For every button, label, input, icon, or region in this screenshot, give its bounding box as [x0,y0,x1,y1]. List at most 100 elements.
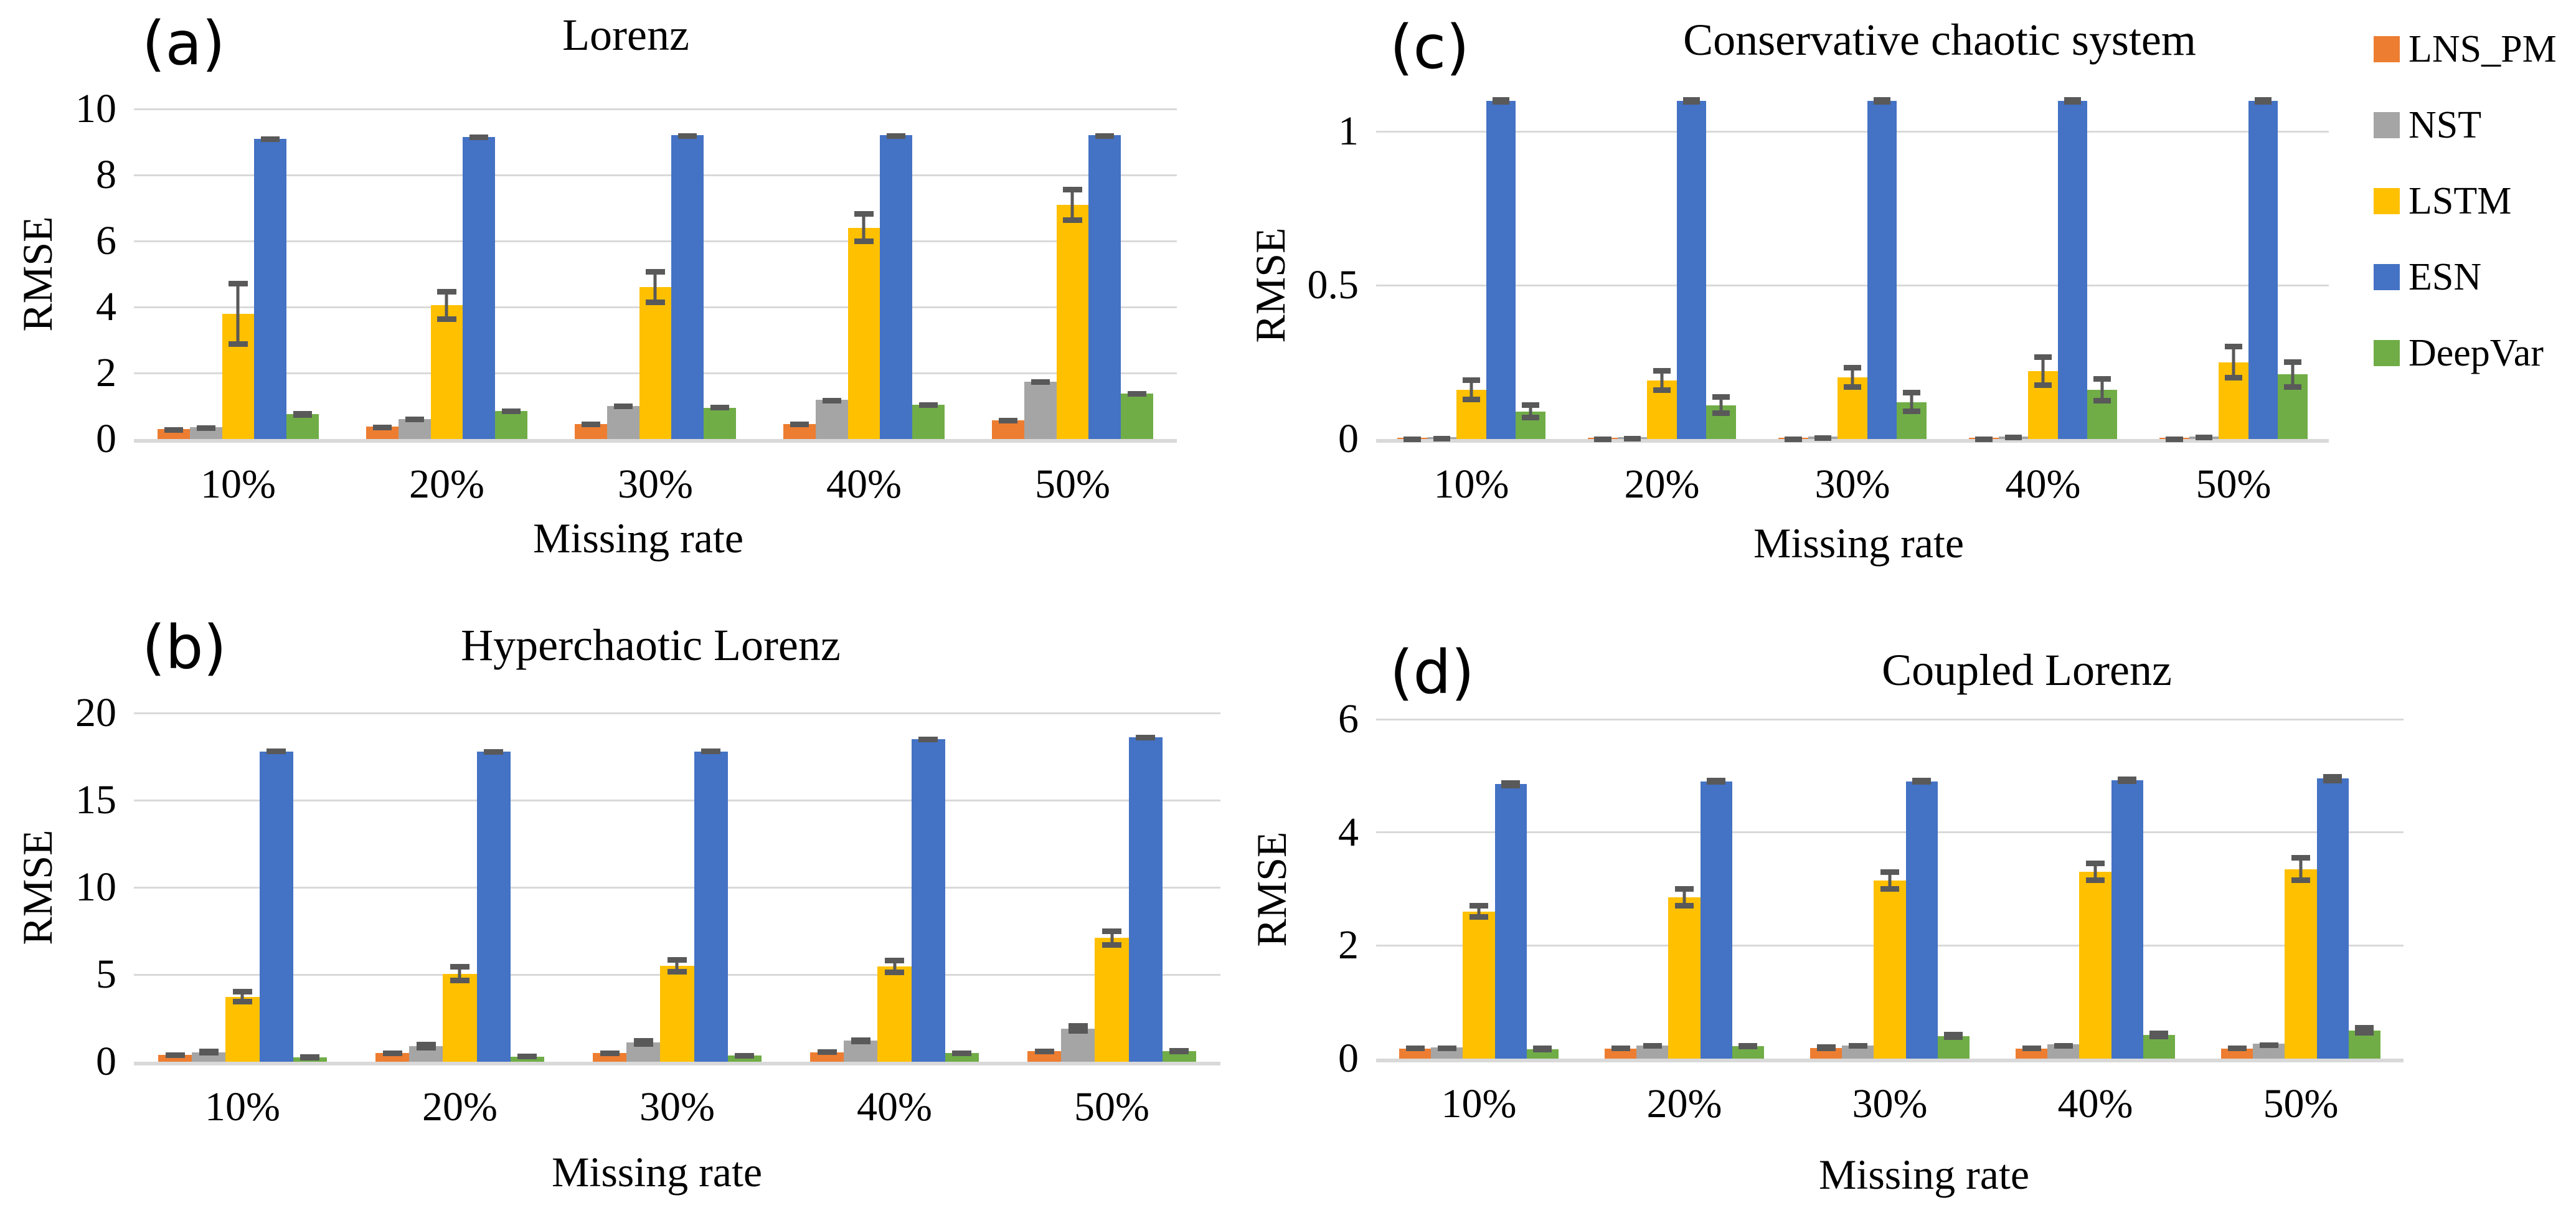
error-bar-cap-bottom [1623,435,1641,442]
x-tick-label-40%: 40% [857,1084,932,1130]
error-bar-NST-30% [613,404,633,410]
error-bar-stem [675,957,679,975]
error-bar-cap-bottom [1438,1046,1456,1052]
error-bar-LNS_PM-20% [1594,437,1611,443]
bar-LSTM-20% [430,305,463,439]
error-bar-stem [1719,394,1723,416]
error-bar-LNS_PM-20% [382,1050,402,1056]
error-bar-NST-50% [1068,1023,1088,1034]
bar-LSTM-30% [639,287,672,439]
error-bar-cap-bottom [2227,1046,2247,1052]
error-bar-LNS_PM-30% [581,422,600,428]
error-bar-cap-bottom [261,136,280,142]
error-bar-LSTM-10% [1470,903,1488,920]
error-bar-ESN-20% [483,749,504,755]
y-tick-label-8: 8 [96,152,116,197]
gridline-y-8 [134,174,1177,176]
error-bar-cap-bottom [1712,410,1730,416]
error-bar-cap-bottom [1404,437,1421,443]
bar-NST-40% [815,399,848,439]
x-tick-label-10%: 10% [1433,461,1509,507]
x-tick-label-20%: 20% [409,461,484,507]
error-bar-LSTM-20% [450,964,470,983]
error-bar-LSTM-50% [1063,186,1082,223]
error-bar-stem [240,989,244,1005]
y-tick-label-6: 6 [1338,696,1359,742]
bar-ESN-30% [1905,781,1938,1059]
error-bar-ESN-10% [266,748,286,755]
bar-ESN-40% [911,739,945,1062]
error-bar-ESN-10% [261,136,280,142]
legend-label-LNS_PM: LNS_PM [2409,28,2557,70]
error-bar-LSTM-50% [1102,928,1122,948]
error-bar-cap-bottom [2166,436,2183,442]
error-bar-ESN-40% [2064,97,2082,105]
gridline-y-20 [134,712,1220,714]
x-tick-label-50%: 50% [1074,1084,1149,1130]
bar-ESN-40% [2057,100,2088,439]
x-tick-label-10%: 10% [205,1084,280,1130]
error-bar-cap-bottom [1034,1049,1054,1054]
error-bar-cap-top [1903,389,1920,395]
error-bar-cap-bottom [1707,779,1725,785]
error-bar-cap-bottom [2254,98,2272,105]
x-tick-label-50%: 50% [2196,461,2272,507]
error-bar-LSTM-20% [1675,885,1694,909]
error-bar-cap-top [884,958,905,964]
error-bar-stem [445,288,448,322]
legend-item-NST: NST [2374,106,2557,144]
error-bar-LNS_PM-50% [998,418,1017,424]
error-bar-cap-top [437,288,456,295]
bar-LSTM-20% [1668,897,1701,1059]
bar-ESN-30% [694,751,728,1062]
legend-swatch-NST [2374,112,2400,138]
error-bar-cap-bottom [918,736,938,742]
error-bar-cap-top [229,280,248,286]
error-bar-cap-bottom [1031,379,1050,385]
error-bar-DeepVar-10% [293,410,313,418]
bar-NST-40% [844,1041,878,1062]
y-tick-label-10: 10 [75,86,116,131]
error-bar-LSTM-40% [884,958,905,976]
y-tick-label-4: 4 [96,284,116,329]
panel-label-a: (a) [142,9,225,78]
y-tick-label-5: 5 [96,951,116,997]
error-bar-cap-bottom [613,404,633,410]
error-bar-NST-40% [2004,435,2022,441]
error-bar-cap-top [2225,343,2242,349]
error-bar-cap-bottom [646,300,665,306]
error-bar-stem [1682,885,1686,909]
error-bar-cap-bottom [1975,436,1993,442]
bar-NST-30% [606,406,639,439]
legend-item-DeepVar: DeepVar [2374,334,2557,372]
error-bar-cap-bottom [2195,435,2213,441]
error-bar-stem [1660,368,1664,393]
error-bar-cap-bottom [1095,133,1115,139]
bar-LSTM-30% [1874,880,1906,1059]
bar-DeepVar-10% [286,414,319,439]
bar-LNS_PM-10% [158,1054,192,1062]
error-bar-LNS_PM-50% [2227,1046,2247,1052]
error-bar-DeepVar-20% [517,1054,537,1060]
error-bar-LNS_PM-40% [2022,1046,2041,1052]
error-bar-ESN-30% [1873,97,1891,105]
x-tick-label-40%: 40% [2005,461,2081,507]
x-axis-title-a: Missing rate [532,514,744,562]
y-axis-title-b: RMSE [14,829,61,945]
bar-ESN-20% [1676,100,1707,439]
x-tick-label-10%: 10% [201,461,276,507]
error-bar-DeepVar-50% [2355,1025,2374,1036]
legend-swatch-ESN [2374,264,2400,290]
error-bar-cap-bottom [382,1050,402,1056]
error-bar-cap-bottom [1814,435,1832,441]
error-bar-cap-bottom [229,341,248,347]
error-bar-NST-30% [1849,1043,1867,1049]
error-bar-DeepVar-50% [1169,1048,1189,1055]
error-bar-cap-top [1522,402,1539,408]
error-bar-cap-top [633,1038,654,1044]
y-tick-label-0: 0 [96,416,116,461]
error-bar-cap-top [2149,1030,2169,1036]
x-tick-label-20%: 20% [1646,1081,1722,1126]
error-bar-stem [236,280,240,347]
bar-ESN-20% [476,751,511,1062]
